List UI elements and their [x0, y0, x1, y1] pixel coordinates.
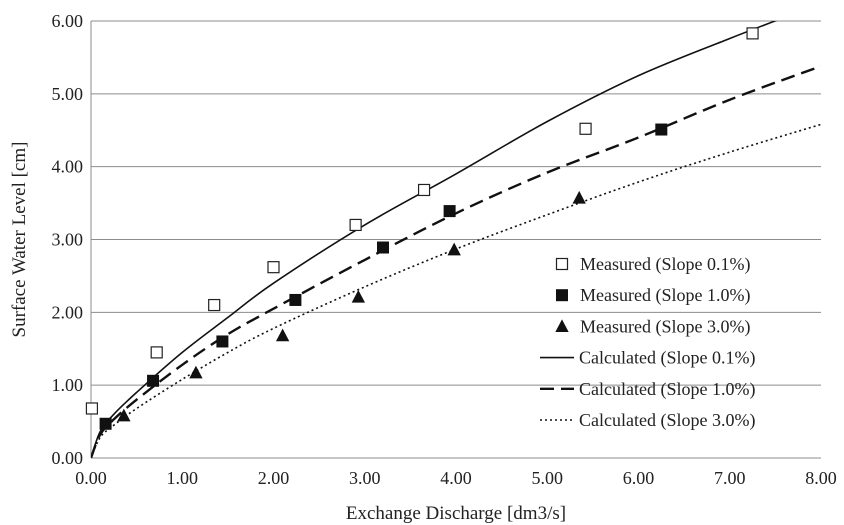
data-point	[147, 374, 160, 387]
data-point	[208, 298, 221, 312]
legend-marker	[556, 289, 568, 302]
data-point	[351, 289, 366, 303]
x-axis-title: Exchange Discharge [dm3/s]	[346, 503, 566, 524]
x-tick-label: 1.00	[167, 468, 199, 488]
legend-marker	[555, 257, 569, 271]
data-point	[189, 365, 203, 379]
legend-marker	[555, 319, 569, 333]
y-tick-label: 5.00	[52, 84, 84, 104]
data-point	[275, 328, 290, 342]
data-point	[150, 346, 163, 359]
legend-label: Measured (Slope 1.0%)	[580, 285, 750, 306]
y-tick-label: 0.00	[52, 448, 84, 468]
data-point	[99, 417, 112, 430]
data-point	[85, 402, 99, 415]
x-tick-label: 5.00	[532, 468, 564, 488]
y-tick-label: 4.00	[52, 157, 84, 177]
data-point	[572, 190, 586, 204]
x-tick-label: 6.00	[623, 468, 655, 488]
x-tick-label: 7.00	[714, 468, 746, 488]
grid	[91, 20, 821, 386]
legend-label: Measured (Slope 0.1%)	[580, 254, 750, 275]
measured-points	[85, 27, 759, 430]
data-point	[447, 242, 461, 256]
legend-label: Measured (Slope 3.0%)	[580, 316, 750, 337]
data-point	[349, 218, 362, 232]
data-point	[655, 123, 668, 136]
legend-label: Calculated (Slope 0.1%)	[579, 348, 755, 369]
x-tick-label: 3.00	[349, 468, 381, 488]
data-point	[377, 241, 389, 254]
data-point	[216, 335, 229, 348]
data-point	[746, 27, 759, 40]
y-tick-label: 1.00	[52, 375, 84, 395]
data-point	[267, 261, 280, 274]
calculated-curves	[91, 21, 821, 458]
axes	[90, 21, 821, 459]
data-point	[443, 205, 456, 218]
y-axis-title: Surface Water Level [cm]	[9, 142, 30, 338]
calculated-curve	[91, 123, 821, 458]
x-tick-label: 4.00	[440, 468, 472, 488]
data-point	[289, 293, 302, 306]
legend: Measured (Slope 0.1%) Measured (Slope 1.0…	[540, 254, 755, 431]
data-point	[579, 122, 592, 135]
y-tick-label: 3.00	[52, 230, 84, 250]
x-tick-labels: 0.00 1.00 2.00 3.00 4.00 5.00 6.00 7.00 8.00	[75, 468, 837, 488]
x-tick-label: 0.00	[75, 468, 107, 488]
y-tick-label: 6.00	[52, 11, 84, 31]
data-point	[117, 408, 131, 422]
legend-label: Calculated (Slope 3.0%)	[579, 410, 755, 431]
legend-label: Calculated (Slope 1.0%)	[579, 379, 755, 400]
calculated-curve	[91, 21, 778, 458]
data-point	[417, 183, 431, 197]
y-tick-label: 2.00	[52, 302, 84, 322]
calculated-curve	[91, 65, 821, 458]
x-tick-label: 8.00	[805, 468, 837, 488]
y-tick-labels: 0.00 1.00 2.00 3.00 4.00 5.00 6.00	[52, 11, 84, 468]
x-tick-label: 2.00	[258, 468, 290, 488]
